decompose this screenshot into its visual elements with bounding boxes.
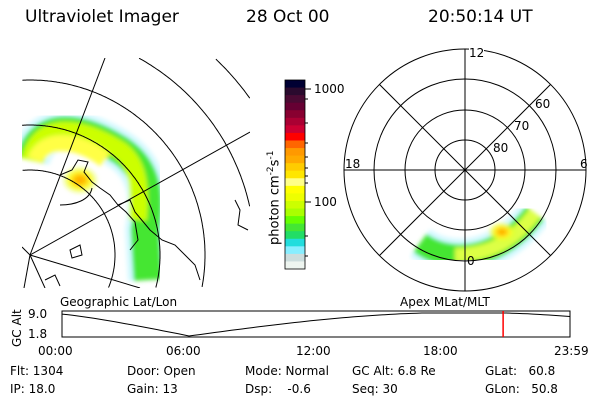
latitude-circle [22,124,161,288]
alt-xtick-18: 18:00 [423,344,458,358]
flight-number: Flt: 1304 [10,364,64,378]
colorbar-unit-label: photon cm-2s-1 [266,151,282,245]
colorbar-segment [285,140,305,149]
colorbar-segment [285,238,305,247]
colorbar-segment [285,132,305,141]
latitude-circle [22,169,116,288]
unit-text-s: s [267,159,283,167]
colorbar-segment [285,223,305,232]
colorbar-segment [285,170,305,179]
sequence-number: Seq: 30 [352,382,398,396]
mode-value: Mode: Normal [245,364,329,378]
colorbar-segment [285,216,305,225]
alt-ytick-max: 9.0 [28,307,48,321]
colorbar-segment [285,155,305,164]
geographic-longitude: GLon: 50.8 [485,382,558,396]
polar-plot [343,48,587,292]
colorbar-segment [285,231,305,240]
aurora-map [22,110,168,282]
colorbar-segment [285,80,305,89]
colorbar [285,80,305,270]
alt-ylabel: GC Alt [10,309,24,347]
colorbar-segment [285,102,305,111]
alt-xtick-0: 00:00 [38,344,73,358]
altitude-curve [61,312,571,337]
mlt-label-0: 0 [467,254,475,268]
colorbar-ticks [305,88,311,257]
lat-label-60: 60 [535,97,551,111]
colorbar-segment [285,200,305,210]
meridian-line [23,254,31,288]
aurora-polar [409,202,549,273]
time-label: 20:50:14 UT [428,7,533,27]
colorbar-segment [285,193,305,202]
colorbar-segment [285,185,305,194]
colorbar-segment [285,163,305,172]
date-label: 28 Oct 00 [246,7,330,27]
meridian-line [29,254,46,288]
colorbar-segment [285,117,305,126]
latitude-circle [215,58,250,99]
colorbar-segment [285,148,305,157]
door-status: Door: Open [127,364,196,378]
colorbar-segment [285,246,305,255]
colorbar-tick-100: 100 [314,195,337,209]
alt-xtick-24: 23:59 [554,344,589,358]
colorbar-segment [285,95,305,104]
colorbar-segment [285,178,305,187]
map-label: Geographic Lat/Lon [60,295,178,309]
meridian-line [29,58,106,256]
geographic-latitude: GLat: 60.8 [485,364,556,378]
colorbar-segment [285,208,305,217]
map-grid [22,58,250,288]
gain-value: Gain: 13 [127,382,178,396]
mlt-label-6: 6 [580,157,588,171]
colorbar-tick-1000: 1000 [314,82,345,96]
colorbar-segment [285,253,305,262]
meridian-line [29,254,141,288]
mlt-label-12: 12 [469,46,485,60]
unit-text: photon cm [267,175,283,245]
alt-xtick-6: 06:00 [166,344,201,358]
colorbar-segment [285,125,305,134]
gc-altitude: GC Alt: 6.8 Re [352,364,436,378]
geographic-map [22,58,250,288]
lat-label-70: 70 [514,119,530,133]
polar-label: Apex MLat/MLT [400,295,490,309]
ip-value: IP: 18.0 [10,382,56,396]
coastlines [44,159,249,287]
unit-sup: -2 [266,166,276,176]
colorbar-segment [285,110,305,119]
mlt-label-18: 18 [345,157,361,171]
latitude-circle [138,58,250,207]
altitude-plot-frame [61,310,571,338]
unit-sup2: -1 [266,150,276,160]
colorbar-segment [285,261,305,270]
alt-xtick-12: 12:00 [296,344,331,358]
instrument-title: Ultraviolet Imager [25,7,179,27]
meridian-line [22,246,31,256]
dsp-value: Dsp: -0.6 [245,382,311,396]
alt-ytick-min: 1.8 [28,327,48,341]
latitude-circle [22,79,206,287]
colorbar-segment [285,87,305,96]
lat-label-80: 80 [493,141,509,155]
meridian-line [29,131,250,256]
